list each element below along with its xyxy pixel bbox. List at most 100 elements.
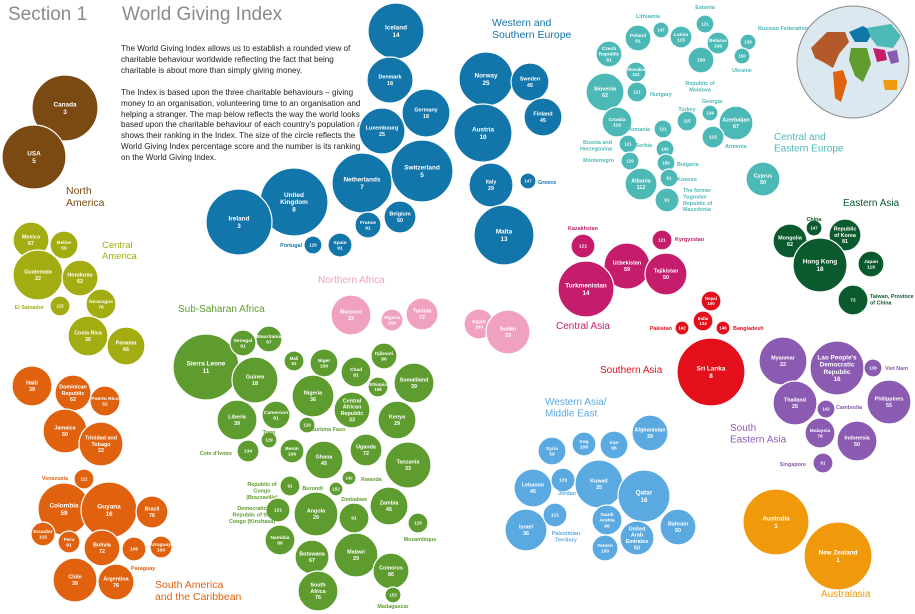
bubble-label-czech-republic: Czech <box>602 46 616 52</box>
bubble-circle-cameroon <box>261 400 291 430</box>
bubble-label-montenegro: Montenegro <box>583 158 615 164</box>
bubble-label-mauritania: Mauritania <box>257 334 282 340</box>
bubble-label-france: France <box>360 220 376 226</box>
bubble-label-lithuania: Lithuania <box>636 14 661 20</box>
bubble-label-togo: Togo <box>263 430 276 436</box>
bubble-rank-indonesia: 50 <box>854 442 860 448</box>
bubble-label-iran: Iran <box>610 440 619 446</box>
bubble-rank-bosnia-and-herzegovina: 121 <box>624 142 632 147</box>
bubble-rank-angola: 29 <box>313 515 319 521</box>
bubble-label-republic-of-congo-brazzaville: (Brazzaville) <box>246 495 278 501</box>
bubble-rank-malta: 13 <box>500 236 508 243</box>
bubble-label-saudi-arabia: Arabia <box>599 518 615 524</box>
bubble-label-sudan: Sudan <box>500 327 516 333</box>
bubble-circle-morocco <box>330 294 372 336</box>
bubble-circle-hong-kong <box>792 237 848 293</box>
bubble-rank-malaysia: 76 <box>817 434 823 440</box>
region-label-south-america-and-the-caribbean: South America <box>155 579 223 591</box>
bubble-circle-armenia <box>701 125 725 149</box>
bubble-circle-canada <box>31 74 99 142</box>
bubble-circle-argentina <box>97 563 135 601</box>
bubble-circle-paraguay <box>121 536 147 562</box>
bubble-rank-ecuador: 115 <box>39 535 47 541</box>
bubble-circle-belarus <box>706 31 730 55</box>
bubble-circle-afghanistan <box>631 414 669 452</box>
bubble-label-uganda: Uganda <box>356 445 377 451</box>
region-label-central-america: America <box>102 251 138 262</box>
bubble-rank-guyana: 16 <box>105 511 113 518</box>
bubble-circle-belgium <box>383 200 417 234</box>
bubble-label-colombia: Colombia <box>49 503 79 510</box>
bubble-label-honduras: Honduras <box>67 273 92 279</box>
bubble-circle-albania <box>624 167 658 201</box>
bubble-rank-russian-federation: 138 <box>744 40 752 45</box>
bubble-label-jordan: Jordan <box>558 491 576 497</box>
region-sub-saharan-africa: Sierra Leone11Senegal91Mauritania67Mali9… <box>172 304 436 612</box>
region-label-western-and-southern-europe: Western and <box>492 17 551 29</box>
bubble-circle-iraq <box>571 431 597 457</box>
bubble-circle-denmark <box>366 56 414 104</box>
bubble-label-romania: Romania <box>627 127 651 133</box>
bubble-rank-hungary: 121 <box>633 90 641 95</box>
bubble-label-poland: Poland <box>630 33 646 39</box>
bubble-circle-indonesia <box>836 420 878 462</box>
bubble-label-united-arab-emirates: Arab <box>631 533 644 539</box>
region-label-western-asia-middle-east: Western Asia/ <box>545 397 607 408</box>
bubble-label-democratic-republic-of-the-congo-kinshasa: Congo (Kinshasa) <box>229 519 275 525</box>
bubble-label-venezuela: Venezuela <box>42 476 69 482</box>
bubble-circle-namibia <box>264 524 296 556</box>
bubble-label-trinidad-and-tobago: Trinidad and <box>85 436 117 442</box>
bubble-label-new-zealand: New Zealand <box>818 550 857 557</box>
region-label-western-and-southern-europe: Southern Europe <box>492 29 572 41</box>
bubble-label-united-kingdom: Kingdom <box>280 199 308 206</box>
bubble-rank-italy: 29 <box>488 186 494 192</box>
bubble-circle-malawi <box>333 532 379 578</box>
bubble-rank-mexico: 67 <box>28 241 34 247</box>
bubble-serbia: 142 Serbia <box>636 139 675 159</box>
bubble-rank-lebanon: 45 <box>530 489 536 495</box>
bubble-label-el-salvador: El Salvador <box>15 305 45 311</box>
bubble-label-luxembourg: Luxembourg <box>366 126 399 132</box>
bubble-cambodia: 142 Cambodia <box>816 399 863 419</box>
bubble-rank-burkina-faso: 129 <box>303 423 311 428</box>
bubble-label-malaysia: Malaysia <box>810 428 831 434</box>
bubble-label-kazakhstan: Kazakhstan <box>568 226 598 232</box>
bubble-label-the-former-yugoslav-republic-of-macedonia: Macedonia <box>683 207 712 213</box>
bubble-label-taiwan-province-of-china: of China <box>870 300 893 306</box>
bubble-rank-honduras: 62 <box>77 279 83 285</box>
bubble-label-peru: Peru <box>64 537 75 543</box>
bubble-hungary: 121 Hungary <box>626 81 672 103</box>
bubble-rank-republic-of-moldova: 100 <box>697 58 705 64</box>
bubble-rank-republic-of-korea: 81 <box>842 239 848 245</box>
bubble-label-qatar: Qatar <box>636 490 653 497</box>
bubble-label-kenya: Kenya <box>389 415 406 421</box>
bubble-label-viet-nam: Viet Nam <box>885 366 908 372</box>
bubble-rank-haiti: 39 <box>29 387 35 393</box>
bubble-label-the-former-yugoslav-republic-of-macedonia: The former <box>683 188 712 194</box>
bubble-label-liberia: Liberia <box>228 415 247 421</box>
bubble-label-australia: Australia <box>762 516 790 523</box>
bubble-circle-bahrain <box>659 508 697 546</box>
bubble-circle-finland <box>523 97 563 137</box>
bubble-circle-nigeria <box>291 374 335 418</box>
bubble-label-estonia: Estonia <box>695 5 715 11</box>
bubble-rank-uganda: 72 <box>363 451 369 457</box>
